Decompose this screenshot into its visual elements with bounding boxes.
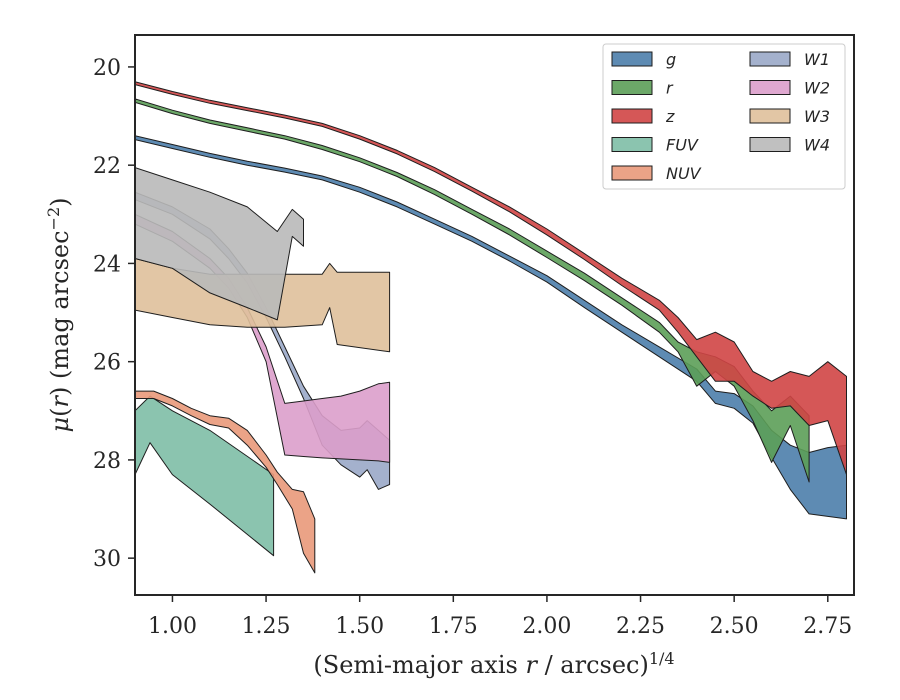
y-tick-label-28: 28 [93, 449, 121, 474]
legend-swatch-z [611, 108, 653, 124]
plot-frame [134, 34, 855, 596]
legend: grz FUV NUV W1 W2 W3 W4 [602, 43, 846, 190]
y-tick-label-24: 24 [93, 252, 121, 277]
x-tick-label-2-75: 2.75 [803, 614, 852, 639]
legend-swatch-r [611, 80, 653, 95]
x-axis-label-var: r [525, 651, 538, 679]
y-tick-label-22: 22 [93, 154, 121, 179]
y-axis-label-close: ) [46, 197, 74, 206]
legend-label-r: r [666, 79, 674, 98]
band-z [135, 81, 847, 476]
band-nuv [135, 390, 316, 574]
x-axis-label-end: / arcsec) [537, 651, 649, 679]
y-tick-label-30: 30 [93, 547, 121, 572]
y-tick-label-20: 20 [93, 56, 121, 81]
band-g [135, 135, 847, 520]
y-axis-label-unit: ) (mag arcsec [46, 230, 74, 396]
legend-label-w4: W4 [804, 136, 830, 155]
legend-label-w1: W1 [804, 50, 830, 69]
y-axis-label-exponent: −2 [44, 207, 63, 231]
legend-label-z: z [665, 107, 675, 126]
x-axis-label-start: (Semi-major axis [313, 651, 525, 679]
legend-label-g: g [666, 50, 676, 69]
x-tick-label-1-75: 1.75 [429, 614, 478, 639]
band-fuv [135, 395, 275, 557]
legend-swatch-w4 [749, 137, 791, 152]
legend-label-w2: W2 [804, 79, 830, 98]
y-axis-label-paren: ( [46, 408, 74, 417]
legend-label-w3: W3 [804, 107, 830, 126]
y-axis-label: μ(r) (mag arcsec−2) [44, 197, 75, 432]
y-axis-label-mu: μ [46, 417, 74, 433]
band-w4 [135, 167, 304, 321]
x-tick-label-2-50: 2.50 [710, 614, 759, 639]
x-tick-label-2-25: 2.25 [616, 614, 665, 639]
x-axis-label-exponent: 1/4 [649, 649, 675, 668]
band-r [135, 98, 810, 483]
tick-group: 1.00 1.25 1.50 1.75 2.00 2.25 2.50 2.75 20 22 24 26… [93, 56, 852, 639]
x-axis-label: (Semi-major axis r / arcsec)1/4 [313, 649, 674, 680]
legend-swatch-g [611, 51, 653, 67]
x-tick-label-1-00: 1.00 [148, 614, 197, 639]
legend-swatch-w3 [749, 108, 791, 124]
x-tick-label-1-50: 1.50 [335, 614, 384, 639]
legend-swatch-nuv [611, 165, 653, 181]
x-tick-label-1-25: 1.25 [242, 614, 291, 639]
legend-swatch-w2 [749, 80, 791, 95]
legend-label-fuv: FUV [666, 136, 699, 155]
legend-swatch-fuv [611, 137, 653, 152]
y-axis-label-var: r [46, 395, 74, 408]
y-tick-label-26: 26 [93, 351, 121, 376]
band-group [135, 81, 847, 574]
x-tick-label-2-00: 2.00 [522, 614, 571, 639]
legend-swatch-w1 [749, 51, 791, 67]
legend-label-nuv: NUV [666, 164, 702, 183]
